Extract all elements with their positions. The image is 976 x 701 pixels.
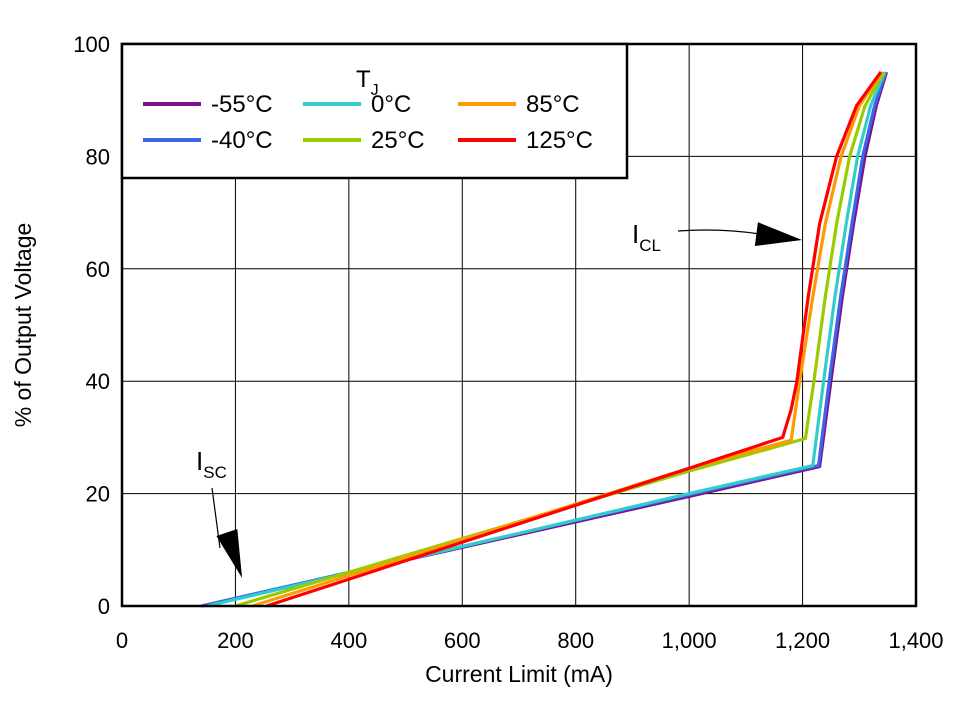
y-tick-label: 60 — [86, 257, 110, 282]
x-tick-label: 1,400 — [888, 628, 943, 653]
legend-entries: -55°C -40°C 0°C 25°C 85°C 125°C — [143, 91, 593, 154]
legend-label: -55°C — [211, 91, 273, 118]
x-tick-label: 0 — [116, 628, 128, 653]
y-tick-label: 20 — [86, 482, 110, 507]
legend: TJ -55°C -40°C 0°C 25°C 85°C 125°C — [120, 42, 629, 180]
series-line — [266, 71, 883, 608]
y-tick-label: 80 — [86, 144, 110, 169]
y-tick-label: 100 — [73, 32, 110, 57]
tick-labels: 0 200 400 600 800 1,000 1,200 1,400 0 20 40 60 80 100 — [73, 32, 943, 653]
series-line — [234, 71, 886, 608]
annotations: ISC ICL — [196, 219, 802, 578]
isc-arrow-head — [216, 528, 243, 578]
annotation-label: ICL — [632, 219, 661, 255]
legend-title: TJ — [356, 66, 379, 99]
icl-arrow-line — [677, 229, 761, 235]
x-tick-label: 600 — [444, 628, 481, 653]
legend-label: 85°C — [526, 91, 580, 118]
y-tick-label: 40 — [86, 369, 110, 394]
series-lines — [201, 71, 889, 608]
y-tick-label: 0 — [98, 594, 110, 619]
series-line — [206, 71, 887, 608]
x-tick-label: 400 — [330, 628, 367, 653]
icl-arrow-head — [754, 222, 802, 247]
x-tick-label: 200 — [217, 628, 254, 653]
legend-box — [120, 42, 629, 180]
legend-title-sub: J — [371, 82, 379, 99]
series-line — [251, 71, 884, 608]
x-tick-label: 800 — [557, 628, 594, 653]
y-axis-title: % of Output Voltage — [10, 223, 36, 428]
legend-title-main: T — [356, 66, 371, 93]
x-tick-label: 1,200 — [775, 628, 830, 653]
legend-label: -40°C — [211, 127, 273, 154]
x-axis-title: Current Limit (mA) — [425, 661, 613, 687]
legend-label: 0°C — [371, 91, 411, 118]
legend-label: 25°C — [371, 127, 425, 154]
x-tick-label: 1,000 — [662, 628, 717, 653]
legend-label: 125°C — [526, 127, 593, 154]
annotation-label: ISC — [196, 446, 227, 482]
